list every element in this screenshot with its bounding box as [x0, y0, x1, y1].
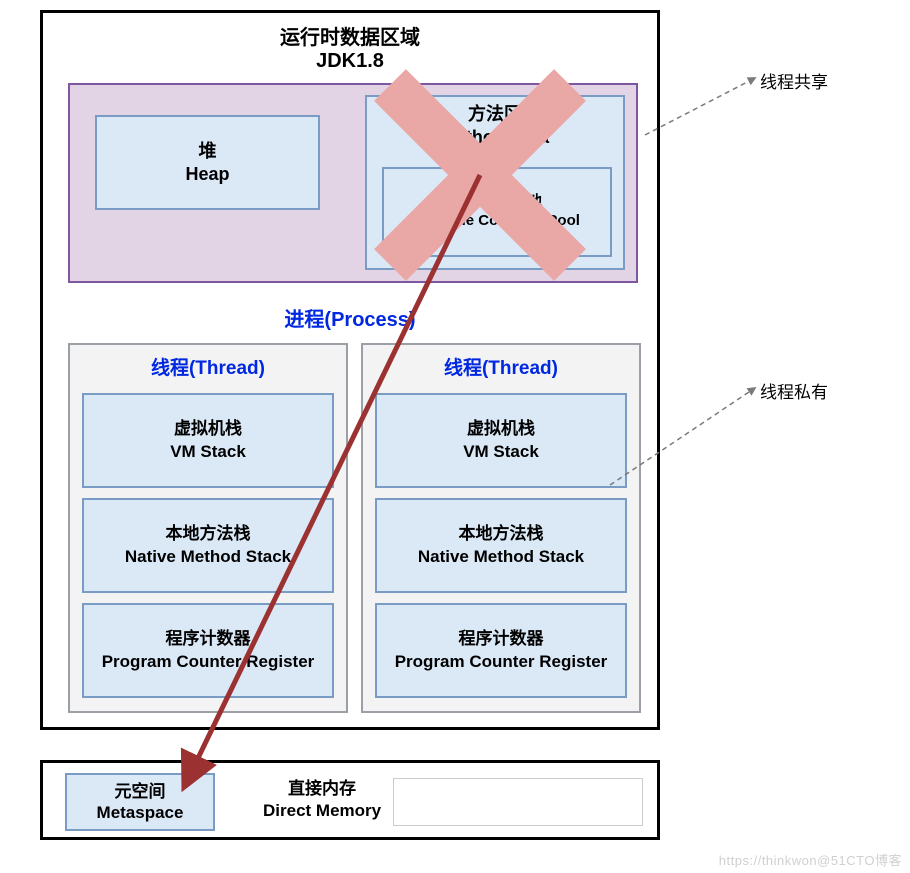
- method-area-box: 方法区 Method Area 运行时常量池 Runtime Constant …: [365, 95, 625, 270]
- method-area-cn: 方法区: [367, 103, 623, 126]
- metaspace-cn: 元空间: [115, 781, 166, 802]
- native-stack-1-en: Native Method Stack: [125, 546, 291, 568]
- title-version: JDK1.8: [43, 50, 657, 73]
- native-stack-2-cn: 本地方法栈: [459, 523, 544, 545]
- thread-title-2: 线程(Thread): [363, 345, 639, 388]
- annotation-private: 线程私有: [760, 378, 828, 403]
- watermark-text: https://thinkwon@51CTO博客: [719, 850, 902, 869]
- native-stack-2: 本地方法栈 Native Method Stack: [375, 498, 627, 593]
- vm-stack-2: 虚拟机栈 VM Stack: [375, 393, 627, 488]
- vm-stack-1-cn: 虚拟机栈: [174, 418, 242, 440]
- heap-box: 堆 Heap: [95, 115, 320, 210]
- pc-reg-1-en: Program Counter Register: [102, 651, 315, 673]
- vm-stack-1: 虚拟机栈 VM Stack: [82, 393, 334, 488]
- native-stack-1-cn: 本地方法栈: [166, 523, 251, 545]
- vm-stack-1-en: VM Stack: [170, 441, 246, 463]
- metaspace-box: 元空间 Metaspace: [65, 773, 215, 831]
- pc-register-2: 程序计数器 Program Counter Register: [375, 603, 627, 698]
- thread-title-1: 线程(Thread): [70, 345, 346, 388]
- runtime-constant-pool-box: 运行时常量池 Runtime Constant Pool: [382, 167, 612, 257]
- method-area-en: Method Area: [367, 126, 623, 149]
- direct-mem-cn: 直接内存: [263, 778, 381, 800]
- rcp-cn: 运行时常量池: [452, 193, 542, 212]
- direct-memory-block: [393, 778, 643, 826]
- vm-stack-2-en: VM Stack: [463, 441, 539, 463]
- vm-stack-2-cn: 虚拟机栈: [467, 418, 535, 440]
- pc-reg-1-cn: 程序计数器: [166, 628, 251, 650]
- shared-region: 堆 Heap 方法区 Method Area 运行时常量池 Runtime Co…: [68, 83, 638, 283]
- thread-box-2: 线程(Thread) 虚拟机栈 VM Stack 本地方法栈 Native Me…: [361, 343, 641, 713]
- title-block: 运行时数据区域 JDK1.8: [43, 13, 657, 77]
- native-stack-1: 本地方法栈 Native Method Stack: [82, 498, 334, 593]
- native-memory-area: 元空间 Metaspace 直接内存 Direct Memory: [40, 760, 660, 840]
- direct-mem-en: Direct Memory: [263, 800, 381, 822]
- runtime-data-area: 运行时数据区域 JDK1.8 堆 Heap 方法区 Method Area 运行…: [40, 10, 660, 730]
- pc-reg-2-cn: 程序计数器: [459, 628, 544, 650]
- process-label: 进程(Process): [43, 303, 657, 332]
- native-stack-2-en: Native Method Stack: [418, 546, 584, 568]
- heap-label-en: Heap: [185, 163, 229, 186]
- heap-label-cn: 堆: [199, 140, 217, 163]
- direct-memory-label: 直接内存 Direct Memory: [263, 778, 381, 822]
- pc-reg-2-en: Program Counter Register: [395, 651, 608, 673]
- title-cn: 运行时数据区域: [43, 21, 657, 50]
- thread-box-1: 线程(Thread) 虚拟机栈 VM Stack 本地方法栈 Native Me…: [68, 343, 348, 713]
- pc-register-1: 程序计数器 Program Counter Register: [82, 603, 334, 698]
- metaspace-en: Metaspace: [97, 802, 184, 823]
- rcp-en: Runtime Constant Pool: [414, 212, 580, 231]
- annotation-shared: 线程共享: [760, 68, 828, 93]
